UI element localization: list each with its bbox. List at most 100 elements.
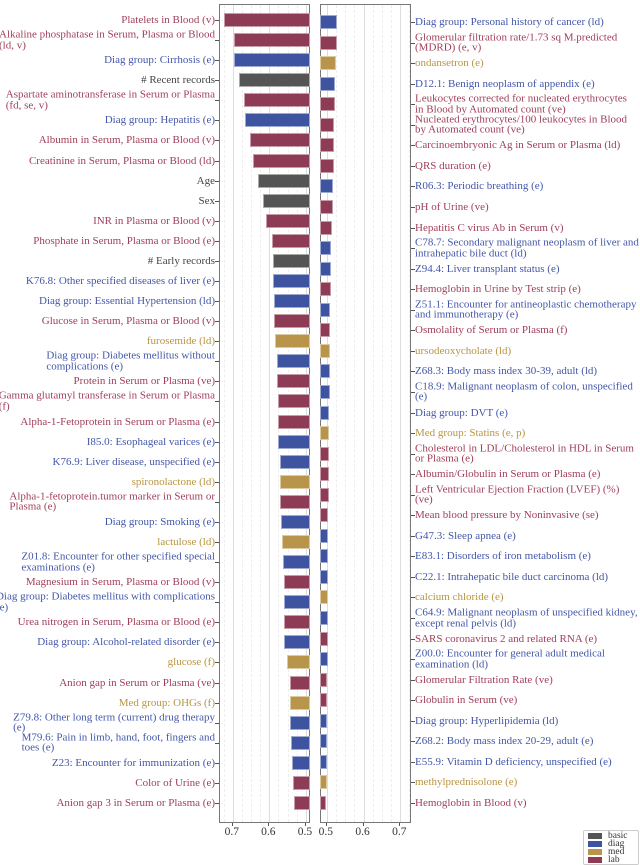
- label-line: Z79.8: Other long term (current) drug th…: [13, 711, 215, 724]
- y-tick-mark: [215, 180, 219, 182]
- label-line: lactulose (ld): [157, 535, 215, 548]
- label-line: Creatinine in Serum, Plasma or Blood (ld…: [28, 154, 215, 167]
- minor-gridline: [381, 5, 383, 822]
- label-line: D12.1: Benign neoplasm of appendix (e): [415, 77, 595, 90]
- y-tick-mark: [215, 160, 219, 162]
- bar-lab: [320, 138, 334, 153]
- y-tick-mark: [215, 301, 219, 303]
- legend-swatch: [588, 849, 602, 855]
- bar-diag: [284, 635, 310, 650]
- y-tick-label: Platelets in Blood (v): [121, 15, 215, 26]
- bar-diag: [320, 76, 336, 91]
- y-tick-mark: [411, 42, 415, 44]
- y-tick-label: C78.7: Secondary malignant neoplasm of l…: [415, 236, 639, 259]
- y-tick-mark: [215, 281, 219, 282]
- y-tick-label: Hemoglobin in Urine by Test strip (e): [415, 284, 581, 295]
- x-tick-label: 0.6: [261, 826, 276, 838]
- minor-gridline: [391, 5, 393, 822]
- y-tick-mark: [411, 22, 415, 23]
- y-tick-mark: [411, 741, 415, 743]
- bar-lab: [271, 233, 310, 248]
- label-line: Glomerular filtration rate/1.73 sq M.pre…: [415, 31, 618, 44]
- y-tick-label: Z51.1: Encounter for antineoplastic chem…: [415, 299, 636, 320]
- bar-med: [320, 426, 330, 441]
- x-tick-label: 0.6: [355, 826, 370, 838]
- y-tick-mark: [411, 391, 415, 393]
- y-tick-label: Albumin/Globulin in Serum or Plasma (e): [415, 469, 600, 480]
- label-line: G47.3: Sleep apnea (e): [415, 529, 516, 542]
- label-line: Albumin in Serum, Plasma or Blood (v): [38, 134, 215, 147]
- y-tick-mark: [215, 441, 219, 443]
- bar-diag: [281, 514, 310, 529]
- bar-med: [320, 343, 331, 358]
- bar-diag: [273, 274, 310, 288]
- y-tick-mark: [215, 240, 219, 242]
- label-line: calcium chloride (e): [415, 591, 504, 604]
- legend-item-diag: diag: [588, 839, 624, 849]
- bar-lab: [320, 323, 331, 338]
- y-tick-label: # Recent records: [141, 75, 215, 86]
- gridline: [400, 5, 402, 822]
- y-tick-mark: [215, 481, 219, 483]
- y-tick-label: Med group: Statins (e, p): [415, 428, 525, 439]
- y-tick-mark: [411, 330, 415, 332]
- label-line: QRS duration (e): [415, 159, 491, 172]
- y-tick-mark: [411, 494, 415, 496]
- y-tick-label: # Early records: [147, 254, 215, 267]
- y-tick-label: Mean blood pressure by Noninvasive (se): [415, 510, 599, 521]
- y-tick-mark: [411, 309, 415, 311]
- label-line: Hemoglobin in Blood (v): [415, 796, 527, 809]
- label-line: # Early records: [147, 254, 215, 267]
- bar-diag: [244, 113, 310, 128]
- label-line: C64.9: Malignant neoplasm of unspecified…: [415, 606, 638, 619]
- y-tick-label: Left Ventricular Ejection Fraction (LVEF…: [415, 484, 619, 505]
- bar-lab: [320, 693, 328, 708]
- label-line: Alpha-1-fetoprotein.tumor marker in Seru…: [9, 490, 215, 503]
- y-tick-label: lactulose (ld): [157, 537, 215, 548]
- label-line: by Automated count (ve): [415, 123, 525, 136]
- y-tick-label: Diag group: Hepatitis (e): [105, 115, 215, 126]
- label-line: Cholesterol in LDL/Cholesterol in HDL in…: [415, 442, 634, 455]
- minor-gridline: [287, 5, 289, 822]
- bar-diag: [320, 15, 337, 29]
- bar-diag: [320, 713, 327, 728]
- bar-diag: [290, 715, 310, 730]
- label-line: (ve): [415, 493, 433, 506]
- y-tick-label: I85.0: Esophageal varices (e): [87, 436, 215, 447]
- label-line: Gamma glutamyl transferase in Serum or P…: [0, 389, 215, 402]
- y-tick-mark: [411, 761, 415, 763]
- y-tick-mark: [215, 80, 219, 82]
- y-tick-label: Diag group: Hyperlipidemia (ld): [415, 715, 558, 727]
- y-tick-label: Alpha-1-Fetoprotein in Serum or Plasma (…: [20, 416, 215, 427]
- y-tick-mark: [411, 679, 415, 681]
- bar-med: [320, 56, 337, 71]
- y-tick-mark: [215, 321, 219, 323]
- y-tick-mark: [411, 412, 415, 414]
- bar-basic: [239, 73, 310, 88]
- y-tick-mark: [411, 618, 415, 620]
- y-tick-label: Magnesium in Serum, Plasma or Blood (v): [26, 577, 215, 588]
- label-line: Age: [196, 174, 215, 187]
- y-tick-label: Diag group: Essential Hypertension (ld): [39, 296, 215, 307]
- bar-lab: [250, 133, 310, 148]
- label-line: C78.7: Secondary malignant neoplasm of l…: [415, 236, 639, 249]
- label-line: furosemide (ld): [146, 334, 215, 347]
- y-tick-mark: [411, 371, 415, 373]
- bar-lab: [277, 394, 310, 409]
- y-tick-mark: [215, 341, 219, 343]
- bar-diag: [320, 569, 328, 584]
- y-tick-mark: [215, 702, 219, 704]
- bar-lab: [320, 220, 332, 235]
- y-tick-mark: [215, 682, 219, 684]
- y-tick-label: Color of Urine (e): [135, 777, 215, 789]
- bar-diag: [320, 611, 328, 626]
- y-tick-mark: [215, 361, 219, 363]
- y-tick-mark: [411, 638, 415, 640]
- y-tick-mark: [411, 186, 415, 188]
- y-tick-mark: [411, 248, 415, 250]
- legend-swatch: [588, 841, 602, 847]
- y-tick-mark: [215, 582, 219, 584]
- label-line: spironolactone (ld): [131, 475, 215, 488]
- bar-diag: [320, 652, 328, 667]
